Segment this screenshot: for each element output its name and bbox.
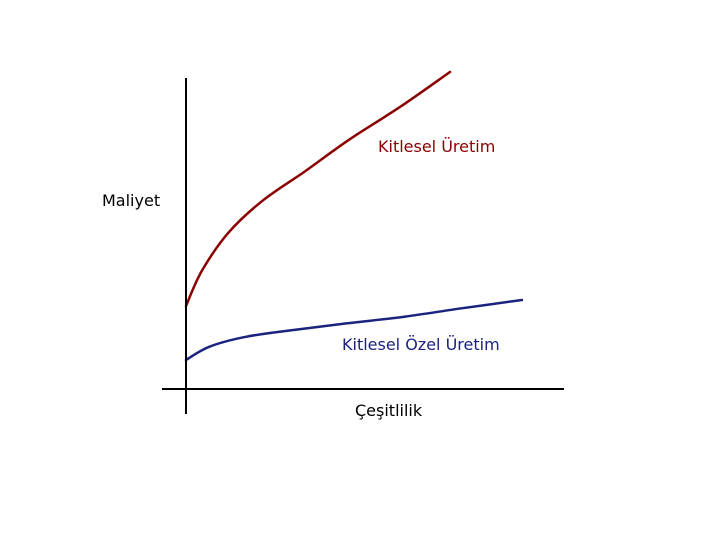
plot-area bbox=[184, 70, 524, 362]
series-line-kitlesel-uretim bbox=[184, 70, 452, 308]
series-label-kitlesel-uretim: Kitlesel Üretim bbox=[378, 137, 495, 156]
y-axis-label: Maliyet bbox=[102, 191, 160, 210]
series-line-kitlesel-ozel-uretim bbox=[184, 298, 524, 362]
x-axis-label: Çeşitlilik bbox=[355, 401, 423, 420]
series-label-kitlesel-ozel-uretim: Kitlesel Özel Üretim bbox=[342, 335, 500, 354]
